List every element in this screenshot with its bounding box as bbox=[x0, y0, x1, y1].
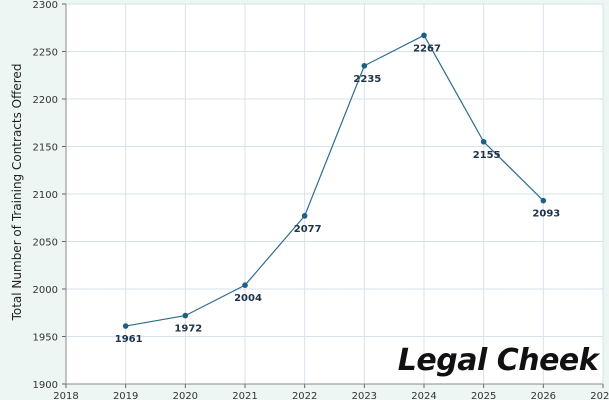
x-tick-label: 2018 bbox=[53, 391, 78, 400]
legal-cheek-logo: Legal Cheek bbox=[398, 343, 601, 378]
y-tick-label: 2050 bbox=[33, 238, 58, 249]
data-point bbox=[242, 282, 248, 289]
logo-text: Legal Cheek bbox=[398, 343, 601, 378]
y-axis-label: Total Number of Training Contracts Offer… bbox=[10, 64, 24, 322]
y-tick-label: 2250 bbox=[33, 48, 58, 59]
y-tick-label: 2300 bbox=[33, 0, 58, 11]
data-label: 2155 bbox=[473, 150, 501, 161]
data-label: 1972 bbox=[174, 324, 202, 335]
data-label: 2267 bbox=[413, 43, 441, 54]
data-label: 2093 bbox=[532, 209, 560, 220]
y-tick-label: 1900 bbox=[33, 380, 58, 391]
series-line bbox=[125, 34, 544, 327]
y-tick-label: 2150 bbox=[33, 143, 58, 154]
data-point bbox=[540, 197, 547, 204]
axes: 2018 2019 2020 2021 2022 2023 2024 2025 2026 2027… bbox=[33, 0, 609, 400]
data-point bbox=[421, 32, 427, 39]
x-tick-label: 2022 bbox=[292, 391, 317, 400]
y-tick-label: 1950 bbox=[33, 333, 58, 344]
data-point bbox=[301, 213, 308, 219]
data-point bbox=[361, 62, 368, 69]
data-label: 2004 bbox=[234, 293, 262, 304]
x-tick-label: 2019 bbox=[113, 391, 138, 400]
x-tick-label: 2026 bbox=[531, 391, 556, 400]
x-tick-label: 2024 bbox=[411, 391, 436, 400]
y-tick-label: 2200 bbox=[33, 95, 58, 106]
x-tick-label: 2025 bbox=[471, 391, 496, 400]
data-label: 2235 bbox=[353, 74, 381, 85]
y-tick-label: 2000 bbox=[33, 285, 58, 296]
data-labels: 1961 1972 2004 2077 2235 2267 2155 2093 bbox=[115, 43, 561, 345]
x-tick-label: 2027 bbox=[590, 391, 609, 400]
data-point bbox=[122, 323, 129, 329]
data-label: 1961 bbox=[115, 334, 143, 345]
x-tick-label: 2020 bbox=[173, 391, 198, 400]
x-tick-label: 2023 bbox=[352, 391, 377, 400]
y-tick-label: 2100 bbox=[33, 190, 58, 201]
x-tick-label: 2021 bbox=[232, 391, 257, 400]
data-label: 2077 bbox=[294, 224, 322, 235]
series-line-group bbox=[122, 32, 547, 329]
data-point bbox=[182, 312, 189, 319]
data-point bbox=[480, 138, 487, 145]
